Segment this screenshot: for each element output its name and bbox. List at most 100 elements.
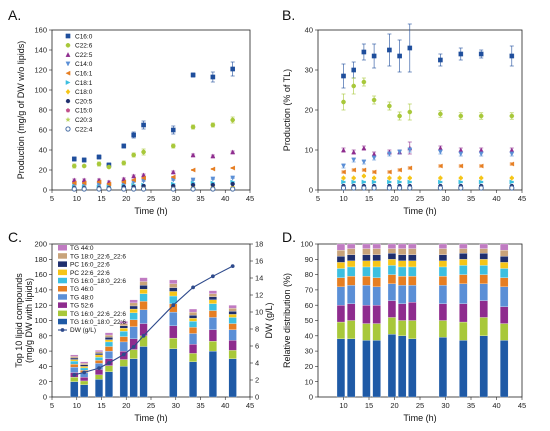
y-tick-label: 70	[305, 286, 313, 295]
data-point	[479, 152, 483, 156]
bar-segment	[480, 336, 488, 397]
data-point	[479, 148, 483, 152]
bar-segment	[130, 327, 138, 339]
bar-segment	[362, 244, 370, 249]
bar-segment	[439, 267, 447, 276]
data-point	[510, 186, 514, 190]
bar-segment	[105, 372, 113, 397]
bar-segment	[209, 330, 217, 341]
bar-segment	[120, 328, 128, 331]
y-tick-label: 0	[309, 186, 313, 195]
x-tick-label: 20	[122, 401, 130, 410]
bar-segment	[209, 294, 217, 297]
legend-label: C22:5	[75, 52, 93, 59]
series-C18:0	[341, 173, 514, 180]
x-tick-label: 25	[416, 194, 424, 203]
bar-segment	[347, 249, 355, 255]
legend-marker	[66, 108, 70, 112]
bar-segment	[480, 301, 488, 318]
y-tick-label: 0	[43, 186, 47, 195]
y-tick-label: 60	[39, 126, 47, 135]
x-tick-label: 10	[73, 194, 81, 203]
data-point	[398, 54, 402, 58]
bar-segment	[169, 338, 177, 349]
x-tick-label: 15	[97, 194, 105, 203]
bar-segment	[439, 255, 447, 261]
x-tick-label: 40	[492, 401, 500, 410]
x-tick-label: 10	[73, 401, 81, 410]
bar-segment	[105, 335, 113, 337]
y-tick-label: 120	[34, 66, 47, 75]
bar-segment	[169, 284, 177, 288]
bar-segment	[229, 324, 237, 330]
bar-segment	[209, 300, 217, 304]
data-point	[387, 48, 391, 52]
panel-4: D. 10 15 20 25 30 35 40 45 0 10 20 30 40 50 60 70 80 90 100…	[282, 229, 526, 423]
data-point	[107, 165, 111, 169]
bar-segment	[337, 287, 345, 305]
bar-segment	[500, 287, 508, 307]
bar-segment	[105, 340, 113, 342]
bar-segment	[229, 350, 237, 358]
bar-segment	[229, 308, 237, 311]
bar-segment	[70, 361, 78, 364]
bar-segment	[140, 347, 148, 397]
legend-label: PC 22:6_22:6	[70, 270, 110, 277]
data-point	[362, 80, 366, 84]
bar-segment	[408, 255, 416, 261]
data-point	[479, 52, 483, 56]
y-tick-label: 40	[39, 146, 47, 155]
data-point	[341, 100, 345, 104]
series-C22:4	[72, 187, 235, 191]
bar-segment	[130, 300, 138, 303]
dw-point	[72, 373, 76, 377]
x-tick-label: 25	[147, 194, 155, 203]
plot-frame	[318, 30, 522, 190]
bar-segment	[459, 340, 467, 397]
data-point	[438, 112, 442, 116]
bar-segment	[140, 278, 148, 282]
y-tick-label: 60	[39, 347, 47, 356]
x-tick-label: 5	[50, 401, 54, 410]
legend-swatch	[58, 286, 67, 292]
bar-segment	[500, 324, 508, 341]
bar-segment	[480, 284, 488, 301]
y-tick-label: 60	[305, 301, 313, 310]
bar-segment	[459, 275, 467, 284]
bar-segment	[459, 284, 467, 304]
y2-tick-label: 10	[255, 308, 263, 317]
dw-point	[231, 264, 235, 268]
bar-segment	[347, 267, 355, 276]
bar-segment	[80, 363, 88, 365]
bar-segment	[347, 321, 355, 339]
bar-segment	[209, 341, 217, 351]
panel-1: A. 5 10 15 20 25 30 35 40 45 0 20 40 60 80 100 120 140 160…	[8, 7, 254, 216]
y-tick-label: 20	[39, 377, 47, 386]
bar-segment	[398, 321, 406, 336]
data-point	[191, 125, 195, 129]
y-axis-title: (mg/g DW with lipids)	[24, 278, 34, 363]
legend-swatch	[58, 253, 67, 259]
data-point	[459, 186, 463, 190]
bar-segment	[398, 255, 406, 261]
data-point	[387, 175, 391, 180]
bar-segment	[95, 379, 103, 397]
bar-segment	[459, 265, 467, 274]
data-point	[362, 50, 366, 54]
y-tick-label: 40	[39, 362, 47, 371]
bar-segment	[373, 255, 381, 261]
bar-segment	[347, 276, 355, 285]
bar-segment	[337, 268, 345, 277]
bar-segment	[480, 244, 488, 249]
bar-segment	[480, 259, 488, 265]
data-point	[510, 152, 514, 156]
x-tick-label: 40	[221, 401, 229, 410]
data-point	[141, 150, 145, 154]
x-axis-title: Time (h)	[134, 206, 167, 216]
bar-segment	[388, 244, 396, 249]
bar-segment	[80, 366, 88, 368]
y-tick-label: 80	[39, 106, 47, 115]
series-C18:1	[72, 180, 235, 189]
bar-segment	[398, 244, 406, 249]
bar-segment	[189, 318, 197, 321]
